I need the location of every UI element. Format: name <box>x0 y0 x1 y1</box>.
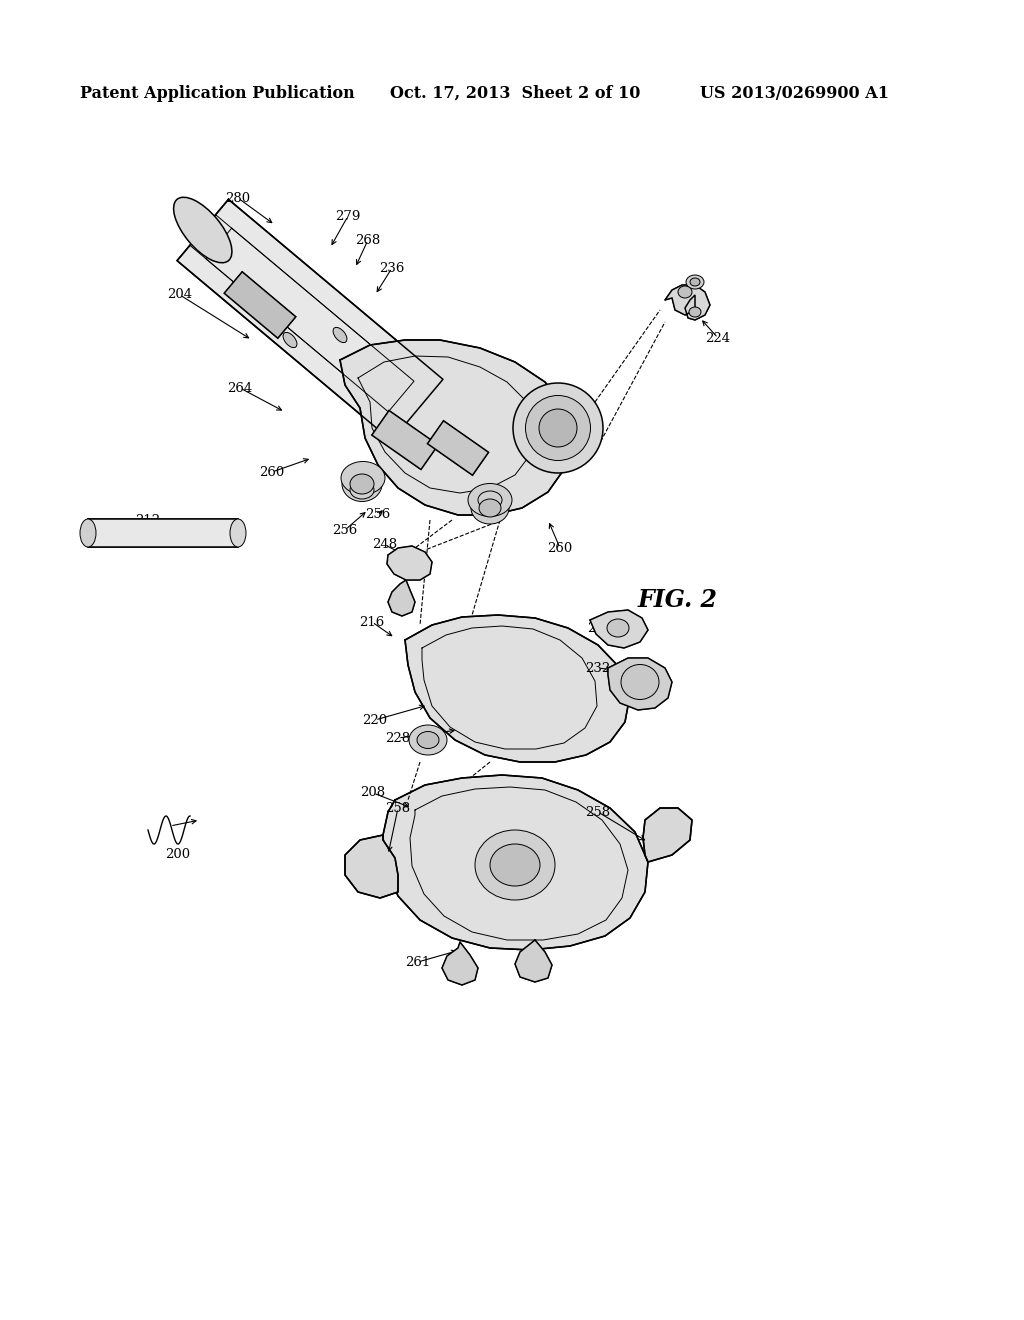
Ellipse shape <box>525 396 591 461</box>
Text: 224: 224 <box>706 331 730 345</box>
Polygon shape <box>608 657 672 710</box>
Ellipse shape <box>539 409 577 447</box>
Text: 220: 220 <box>362 714 387 726</box>
Ellipse shape <box>621 664 659 700</box>
Ellipse shape <box>350 474 374 494</box>
Polygon shape <box>372 411 438 470</box>
Polygon shape <box>387 546 432 579</box>
Polygon shape <box>177 199 443 441</box>
Text: 208: 208 <box>360 787 386 800</box>
Text: Oct. 17, 2013  Sheet 2 of 10: Oct. 17, 2013 Sheet 2 of 10 <box>390 84 640 102</box>
Ellipse shape <box>607 619 629 638</box>
Polygon shape <box>427 421 488 475</box>
Polygon shape <box>406 615 630 762</box>
Ellipse shape <box>80 519 96 546</box>
Text: 244: 244 <box>624 689 648 701</box>
Ellipse shape <box>333 327 347 343</box>
Text: 256: 256 <box>366 508 390 521</box>
Text: 279: 279 <box>335 210 360 223</box>
Text: Patent Application Publication: Patent Application Publication <box>80 84 354 102</box>
Polygon shape <box>643 808 692 862</box>
Text: 212: 212 <box>135 513 161 527</box>
Ellipse shape <box>690 279 700 286</box>
Polygon shape <box>388 579 415 616</box>
Polygon shape <box>224 272 296 338</box>
Text: 260: 260 <box>548 541 572 554</box>
Ellipse shape <box>283 333 297 347</box>
Text: 200: 200 <box>166 849 190 862</box>
Text: 228: 228 <box>385 731 411 744</box>
Ellipse shape <box>479 499 501 517</box>
Ellipse shape <box>230 519 246 546</box>
Polygon shape <box>515 940 552 982</box>
Polygon shape <box>88 519 238 546</box>
Ellipse shape <box>174 197 231 263</box>
Ellipse shape <box>490 843 540 886</box>
Ellipse shape <box>689 308 701 317</box>
Polygon shape <box>383 775 648 950</box>
Ellipse shape <box>342 466 382 502</box>
Ellipse shape <box>513 383 603 473</box>
Text: FIG. 2: FIG. 2 <box>638 587 718 612</box>
Ellipse shape <box>686 275 705 289</box>
Text: US 2013/0269900 A1: US 2013/0269900 A1 <box>700 84 889 102</box>
Polygon shape <box>340 341 572 515</box>
Text: 258: 258 <box>586 805 610 818</box>
Text: 216: 216 <box>359 615 385 628</box>
Text: 248: 248 <box>373 539 397 552</box>
Ellipse shape <box>471 492 509 524</box>
Text: 232: 232 <box>586 661 610 675</box>
Polygon shape <box>665 285 710 319</box>
Text: 280: 280 <box>225 191 251 205</box>
Ellipse shape <box>350 480 374 499</box>
Text: 236: 236 <box>379 261 404 275</box>
Text: 260: 260 <box>259 466 285 479</box>
Polygon shape <box>442 942 478 985</box>
Ellipse shape <box>409 725 447 755</box>
Ellipse shape <box>468 483 512 516</box>
Text: 268: 268 <box>355 234 381 247</box>
Ellipse shape <box>475 830 555 900</box>
Ellipse shape <box>341 462 385 495</box>
Text: 258: 258 <box>385 801 411 814</box>
Text: 264: 264 <box>227 381 253 395</box>
Text: 240: 240 <box>588 622 612 635</box>
Ellipse shape <box>478 491 502 510</box>
Polygon shape <box>345 836 398 898</box>
Text: 256: 256 <box>333 524 357 536</box>
Text: 261: 261 <box>406 956 431 969</box>
Ellipse shape <box>417 731 439 748</box>
Text: 204: 204 <box>168 289 193 301</box>
Ellipse shape <box>678 286 692 298</box>
Polygon shape <box>590 610 648 648</box>
